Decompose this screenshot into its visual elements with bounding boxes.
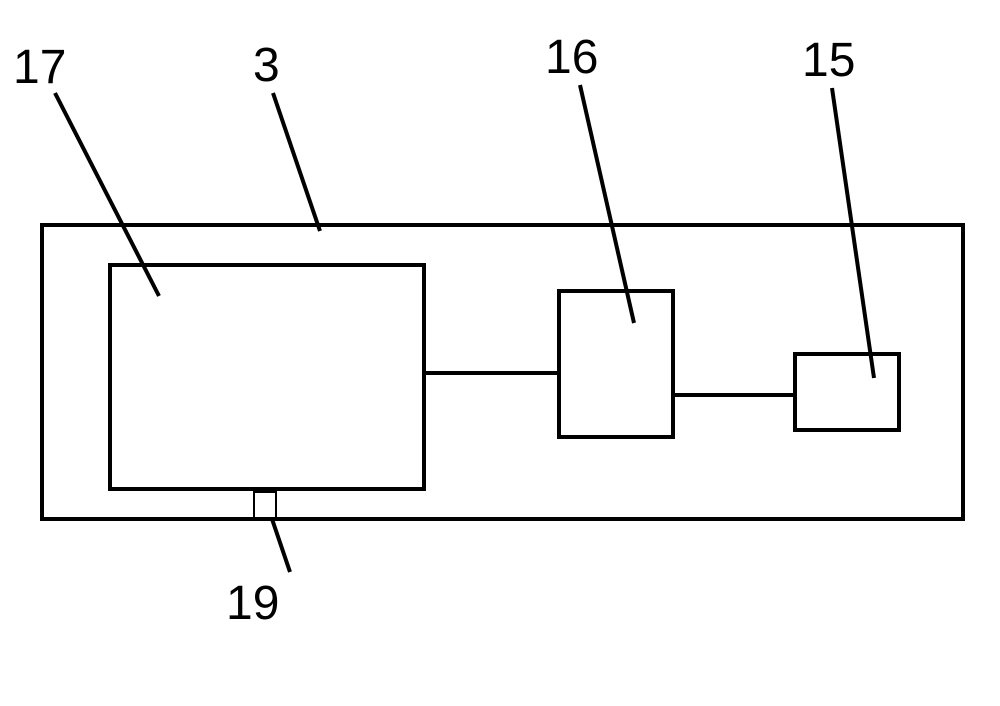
leader-line-16	[580, 85, 634, 323]
box-19	[253, 491, 277, 521]
label-15: 15	[802, 33, 855, 88]
label-3: 3	[253, 38, 280, 93]
connector-17-to-16	[426, 371, 557, 375]
connector-16-to-15	[675, 393, 793, 397]
label-16: 16	[545, 30, 598, 85]
label-17: 17	[13, 40, 66, 95]
box-17	[108, 263, 426, 491]
label-19: 19	[226, 576, 279, 631]
diagram-canvas: 17 3 16 15 19	[0, 0, 1000, 706]
leader-line-17	[55, 93, 159, 296]
leader-line-3	[273, 93, 320, 231]
leader-line-15	[832, 88, 874, 378]
leader-line-19	[272, 519, 290, 572]
